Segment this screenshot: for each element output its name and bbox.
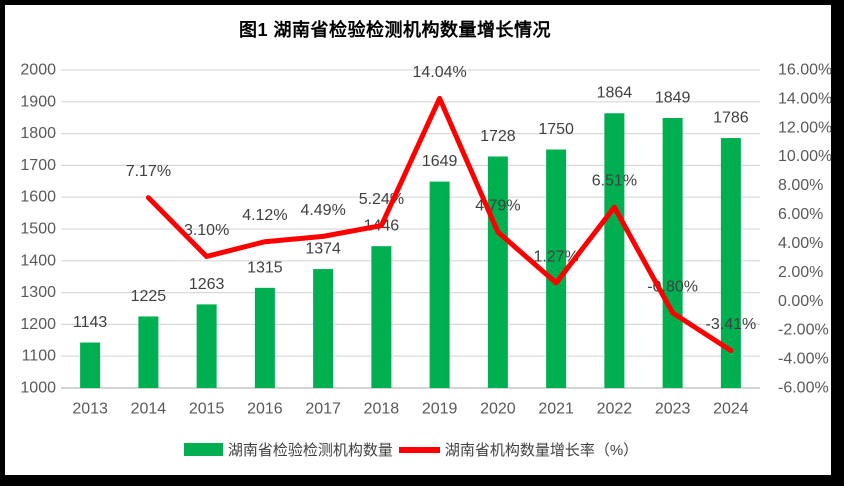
- bar-value-label: 1263: [189, 276, 225, 293]
- bar: [720, 138, 741, 388]
- bar-value-label: 1786: [713, 110, 749, 127]
- line-series-swatch-icon: [398, 446, 440, 453]
- line-value-label: 6.51%: [592, 173, 637, 190]
- chart-canvas: 图1 湖南省检验检测机构数量增长情况 2000 1900 1800 1700 1600 1…: [5, 5, 831, 475]
- right-axis-tick-label: 10.00%: [778, 148, 831, 165]
- bar: [196, 304, 217, 388]
- x-axis-tick-label: 2016: [247, 401, 283, 418]
- bar: [254, 287, 275, 388]
- bar: [662, 118, 683, 388]
- legend-item-line-series: 湖南省机构数量增长率（%）: [398, 439, 639, 460]
- left-axis-tick-label: 1400: [20, 252, 56, 269]
- bar-value-label: 1649: [422, 153, 458, 170]
- right-axis-tick-label: -4.00%: [778, 351, 829, 368]
- bar: [546, 149, 567, 388]
- right-axis-tick-label: 0.00%: [778, 293, 823, 310]
- x-axis-tick-label: 2021: [538, 401, 574, 418]
- legend-item-bar-series: 湖南省检验检测机构数量: [183, 439, 393, 460]
- x-axis-tick-label: 2022: [597, 401, 633, 418]
- chart-plot-area: 2000 1900 1800 1700 1600 1500 1400 1300 1200 1100…: [20, 62, 831, 418]
- legend-label-line-series: 湖南省机构数量增长率（%）: [444, 442, 639, 459]
- left-axis-tick-label: 1600: [20, 189, 56, 206]
- bar-value-label: 1849: [655, 90, 691, 107]
- x-axis-tick-label: 2015: [189, 401, 225, 418]
- bar: [80, 342, 101, 388]
- x-axis-tick-label: 2013: [72, 401, 108, 418]
- line-value-label: 14.04%: [412, 64, 466, 81]
- right-axis-tick-label: -2.00%: [778, 322, 829, 339]
- line-value-label: 4.12%: [242, 207, 287, 224]
- bar: [429, 181, 450, 388]
- growth-rate-line: [145, 95, 734, 354]
- left-axis-tick-label: 1800: [20, 125, 56, 142]
- left-axis-tick-label: 1500: [20, 221, 56, 238]
- left-axis-tick-label: 2000: [20, 62, 56, 79]
- x-axis-tick-label: 2017: [305, 401, 341, 418]
- x-axis-tick-label: 2014: [131, 401, 167, 418]
- bar: [371, 246, 392, 388]
- line-value-label: 4.49%: [300, 202, 345, 219]
- right-axis-tick-label: 16.00%: [778, 62, 831, 79]
- x-axis-tick-label: 2018: [364, 401, 400, 418]
- bar-value-label: 1225: [131, 288, 167, 305]
- left-axis-tick-label: 1100: [22, 348, 57, 365]
- right-axis-tick-label: 2.00%: [778, 264, 823, 281]
- bar-series-swatch-icon: [183, 443, 223, 456]
- legend-label-bar-series: 湖南省检验检测机构数量: [227, 442, 393, 459]
- bar-value-label: 1864: [597, 85, 633, 102]
- bar: [487, 156, 508, 388]
- right-axis-tick-label: -6.00%: [778, 380, 829, 397]
- line-value-label: 7.17%: [126, 163, 171, 180]
- right-axis-tick-label: 4.00%: [778, 235, 823, 252]
- right-axis-tick-label: 14.00%: [778, 90, 831, 107]
- right-axis-tick-label: 12.00%: [778, 119, 831, 136]
- x-axis-tick-label: 2019: [422, 401, 458, 418]
- chart-legend: 湖南省检验检测机构数量 湖南省机构数量增长率（%）: [5, 439, 817, 460]
- bar-value-label: 1728: [480, 128, 516, 145]
- bar: [313, 269, 334, 388]
- bar-value-label: 1315: [247, 259, 283, 276]
- bar-value-label: 1374: [305, 241, 341, 258]
- line-value-label: 1.27%: [533, 248, 578, 265]
- chart-title: 图1 湖南省检验检测机构数量增长情况: [238, 20, 551, 40]
- x-axis-tick-label: 2023: [655, 401, 691, 418]
- left-axis-tick-label: 1200: [20, 316, 56, 333]
- left-axis-tick-label: 1900: [20, 93, 56, 110]
- left-axis-tick-label: 1700: [20, 157, 56, 174]
- left-axis-tick-label: 1000: [20, 380, 56, 397]
- bar: [138, 316, 159, 388]
- bar-value-label: 1750: [538, 121, 574, 138]
- bar-value-label: 1143: [73, 314, 108, 331]
- left-axis-tick-label: 1300: [20, 284, 56, 301]
- right-axis-tick-label: 6.00%: [778, 206, 823, 223]
- line-value-label: 3.10%: [184, 222, 229, 239]
- line-value-label: -3.41%: [706, 316, 757, 333]
- x-axis-tick-label: 2020: [480, 401, 516, 418]
- right-axis-tick-label: 8.00%: [778, 177, 823, 194]
- x-axis-tick-label: 2024: [713, 401, 749, 418]
- bar: [604, 113, 625, 389]
